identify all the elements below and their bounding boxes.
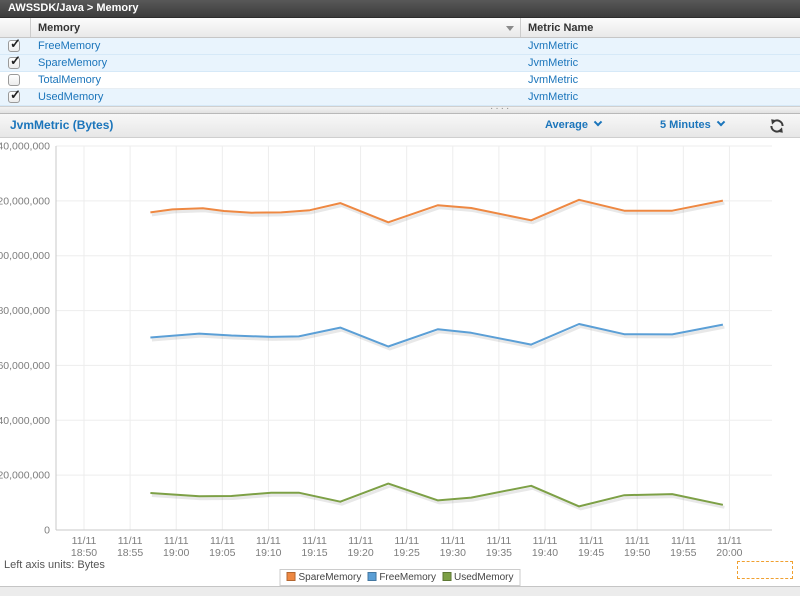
metric-line-chart[interactable]: 0 20,000,000 40,000,000 60,000,000 80,000,00…	[0, 138, 800, 586]
svg-text:80,000,000: 80,000,000	[0, 305, 50, 317]
svg-text:19:40: 19:40	[532, 547, 558, 559]
panel-footer	[0, 586, 800, 596]
svg-text:20:00: 20:00	[716, 547, 742, 559]
metric-type-link[interactable]: JvmMetric	[528, 91, 579, 103]
legend-item: SpareMemory	[286, 572, 362, 583]
metrics-table: Memory Metric Name ✓ FreeMemory JvmMetri…	[0, 18, 800, 106]
checkmark-icon: ✓	[10, 53, 21, 68]
metric-name-link[interactable]: SpareMemory	[38, 57, 108, 69]
svg-text:120,000,000: 120,000,000	[0, 195, 50, 207]
svg-text:19:15: 19:15	[301, 547, 327, 559]
table-header-row: Memory Metric Name	[0, 18, 800, 38]
svg-text:40,000,000: 40,000,000	[0, 415, 50, 427]
sort-dropdown-icon[interactable]	[506, 26, 514, 31]
svg-text:18:50: 18:50	[71, 547, 97, 559]
chevron-down-icon	[716, 117, 725, 127]
legend-swatch-icon	[442, 572, 452, 581]
svg-text:11/11: 11/11	[671, 535, 696, 547]
chart-title: JvmMetric (Bytes)	[10, 118, 114, 132]
svg-text:19:55: 19:55	[670, 547, 696, 559]
resize-corner-indicator[interactable]	[737, 561, 793, 579]
column-divider	[520, 18, 521, 37]
legend-swatch-icon	[286, 572, 296, 581]
svg-text:100,000,000: 100,000,000	[0, 250, 50, 262]
svg-text:19:20: 19:20	[347, 547, 373, 559]
drag-handle-dots-icon: ····	[490, 103, 512, 114]
statistic-dropdown-label: Average	[545, 119, 589, 131]
checkmark-icon: ✓	[10, 87, 21, 102]
table-row[interactable]: ✓ FreeMemory JvmMetric	[0, 36, 800, 55]
breadcrumb: AWSSDK/Java > Memory	[0, 0, 800, 18]
chart-legend: SpareMemory FreeMemory UsedMemory	[279, 569, 521, 586]
svg-text:11/11: 11/11	[210, 535, 235, 547]
metric-type-link[interactable]: JvmMetric	[528, 74, 579, 86]
legend-item: UsedMemory	[436, 572, 513, 583]
svg-text:19:00: 19:00	[163, 547, 189, 559]
metric-name-link[interactable]: TotalMemory	[38, 74, 101, 86]
legend-item: FreeMemory	[361, 572, 436, 583]
statistic-dropdown[interactable]: Average	[545, 114, 603, 137]
table-row[interactable]: ✓ UsedMemory JvmMetric	[0, 87, 800, 106]
row-checkbox[interactable]: ✓	[8, 36, 21, 52]
svg-text:140,000,000: 140,000,000	[0, 141, 50, 153]
refresh-icon[interactable]	[768, 118, 786, 134]
svg-text:18:55: 18:55	[117, 547, 143, 559]
legend-label: SpareMemory	[298, 572, 362, 583]
chart-area: 0 20,000,000 40,000,000 60,000,000 80,000,00…	[0, 138, 800, 586]
period-dropdown[interactable]: 5 Minutes	[660, 114, 725, 137]
svg-text:11/11: 11/11	[394, 535, 419, 547]
svg-text:19:45: 19:45	[578, 547, 604, 559]
svg-text:0: 0	[44, 525, 50, 537]
breadcrumb-text: AWSSDK/Java > Memory	[8, 2, 139, 14]
metric-name-link[interactable]: UsedMemory	[38, 91, 104, 103]
svg-text:19:25: 19:25	[394, 547, 420, 559]
metric-name-link[interactable]: FreeMemory	[38, 40, 101, 52]
column-header-metric-name[interactable]: Metric Name	[528, 22, 594, 34]
metric-type-link[interactable]: JvmMetric	[528, 57, 579, 69]
row-checkbox[interactable]: ✓	[8, 53, 21, 69]
svg-text:11/11: 11/11	[118, 535, 143, 547]
left-axis-units-label: Left axis units: Bytes	[4, 559, 105, 571]
svg-text:19:10: 19:10	[255, 547, 281, 559]
svg-text:11/11: 11/11	[302, 535, 327, 547]
svg-text:11/11: 11/11	[256, 535, 281, 547]
chevron-down-icon	[593, 117, 603, 127]
svg-text:11/11: 11/11	[579, 535, 604, 547]
svg-text:11/11: 11/11	[533, 535, 558, 547]
svg-text:11/11: 11/11	[487, 535, 512, 547]
svg-text:11/11: 11/11	[348, 535, 373, 547]
svg-text:60,000,000: 60,000,000	[0, 360, 50, 372]
legend-swatch-icon	[367, 572, 377, 581]
svg-text:19:50: 19:50	[624, 547, 650, 559]
svg-text:11/11: 11/11	[72, 535, 97, 547]
svg-text:11/11: 11/11	[625, 535, 650, 547]
row-checkbox[interactable]: ✓	[8, 74, 20, 86]
svg-text:20,000,000: 20,000,000	[0, 470, 50, 482]
svg-text:11/11: 11/11	[164, 535, 189, 547]
chart-header-bar: JvmMetric (Bytes) Average 5 Minutes	[0, 114, 800, 138]
table-row[interactable]: ✓ SpareMemory JvmMetric	[0, 53, 800, 72]
metric-type-link[interactable]: JvmMetric	[528, 40, 579, 52]
column-header-memory[interactable]: Memory	[38, 22, 81, 34]
table-row[interactable]: ✓ TotalMemory JvmMetric	[0, 72, 800, 89]
svg-text:19:30: 19:30	[440, 547, 466, 559]
row-checkbox[interactable]: ✓	[8, 87, 21, 103]
column-divider	[30, 18, 31, 37]
legend-label: FreeMemory	[379, 572, 437, 583]
legend-label: UsedMemory	[454, 572, 514, 583]
svg-text:11/11: 11/11	[440, 535, 465, 547]
checkmark-icon: ✓	[10, 36, 21, 51]
svg-text:19:35: 19:35	[486, 547, 512, 559]
period-dropdown-label: 5 Minutes	[660, 119, 711, 131]
svg-text:19:05: 19:05	[209, 547, 235, 559]
chart-panel: JvmMetric (Bytes) Average 5 Minutes 0 20,…	[0, 114, 800, 596]
table-chart-splitter[interactable]: ····	[0, 103, 800, 114]
svg-text:11/11: 11/11	[717, 535, 742, 547]
